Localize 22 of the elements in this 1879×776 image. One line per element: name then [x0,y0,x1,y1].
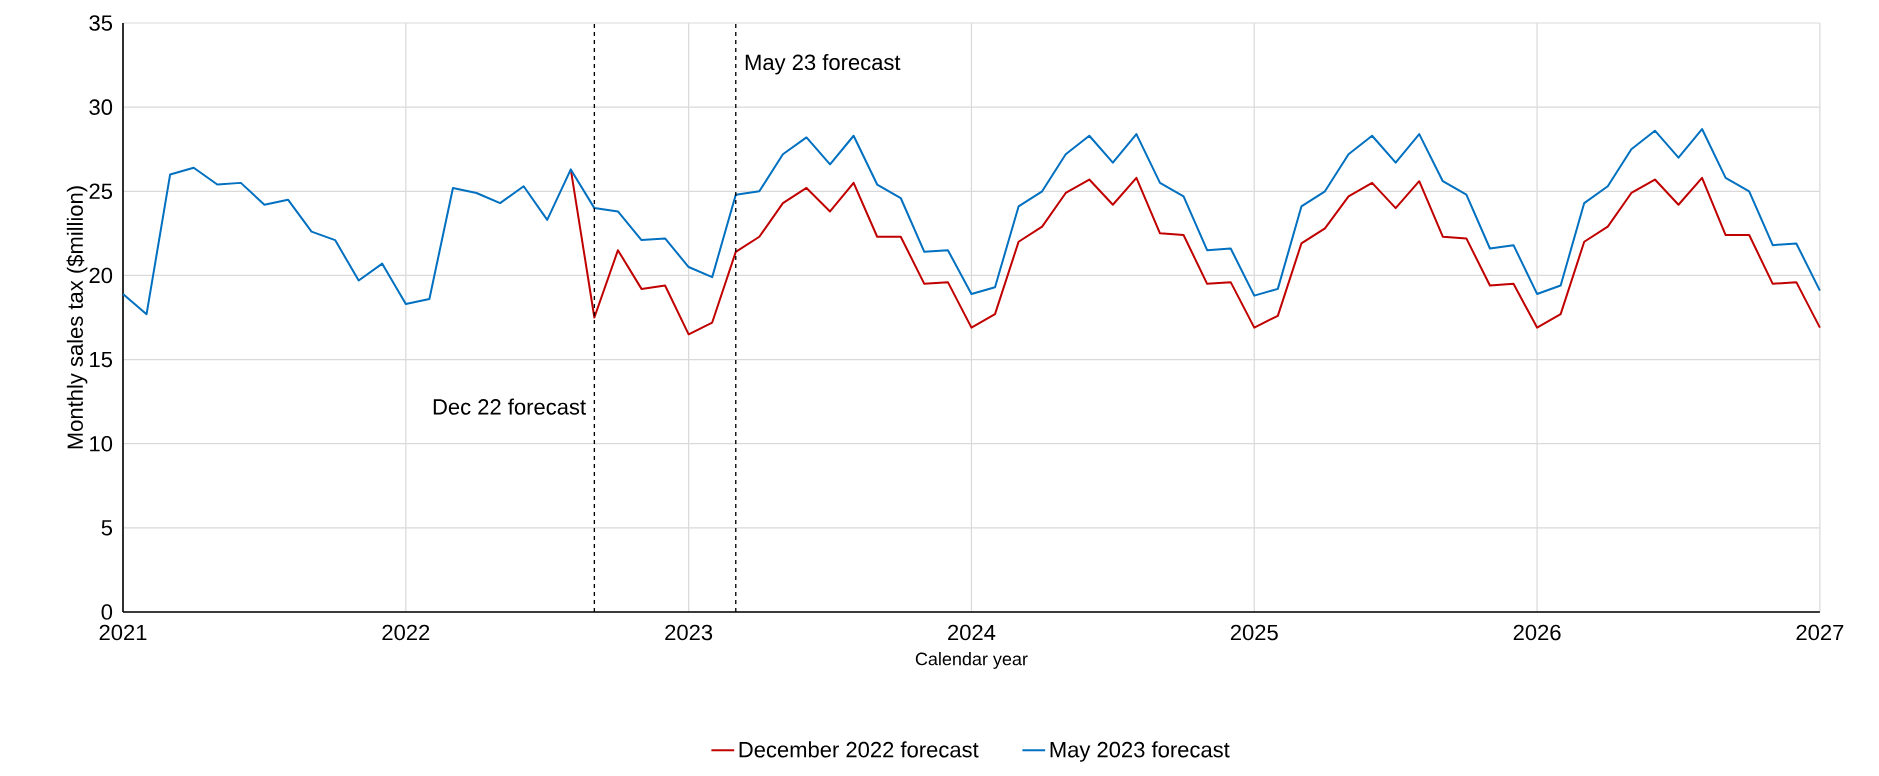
y-tick-label: 0 [101,604,113,620]
y-axis-title: Monthly sales tax ($million) [66,186,88,449]
y-tick-label: 35 [89,15,113,31]
y-tick-label: 10 [90,435,113,452]
x-tick-label: 2025 [1230,624,1278,641]
y-tick-label: 20 [89,267,113,284]
x-tick-label: 2022 [382,624,430,641]
y-tick-label: 15 [90,351,113,368]
ref-line-label: May 23 forecast [745,54,901,75]
x-tick-label: 2024 [948,624,996,641]
x-axis-title: Calendar year [915,652,1028,669]
y-tick-label: 30 [89,99,113,115]
x-tick-label: 2026 [1513,624,1561,641]
ref-line-label: Dec 22 forecast [433,398,586,415]
line-series [122,128,1821,316]
x-tick-label: 2027 [1796,624,1844,641]
legend-label: May 2023 forecast [1050,741,1230,762]
x-tick-label: 2021 [99,624,147,641]
legend-label: December 2022 forecast [739,741,979,758]
y-tick-label: 5 [101,520,113,536]
x-tick-label: 2023 [665,624,713,641]
y-tick-label: 25 [89,183,113,200]
